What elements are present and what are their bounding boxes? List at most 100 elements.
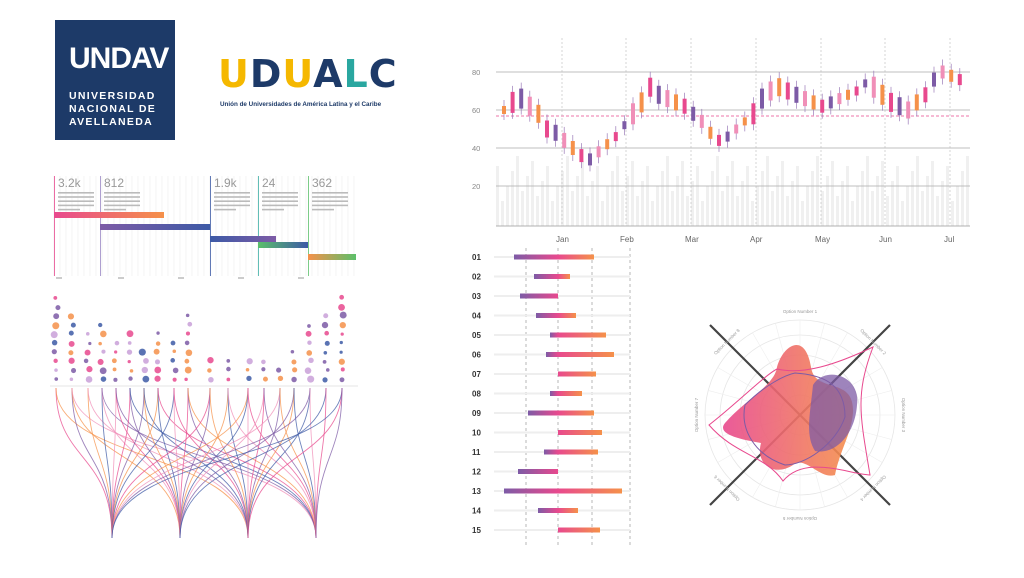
swarm-dot — [98, 341, 102, 346]
swarm-dot — [185, 349, 193, 357]
swarm-dot — [261, 359, 266, 365]
volume-bar — [731, 161, 734, 226]
candle-body — [794, 86, 799, 103]
range-bar-left — [504, 488, 558, 494]
swarm-dot — [307, 375, 315, 383]
candle-body — [785, 82, 790, 100]
swarm-dot — [207, 368, 212, 373]
swarm-dot — [113, 377, 118, 382]
undav-logo: UNDAV UNIVERSIDAD NACIONAL DE AVELLANEDA — [55, 20, 175, 140]
swarm-dot — [170, 340, 176, 346]
timeline-caption-line — [262, 208, 284, 211]
candle-body — [605, 139, 610, 150]
volume-bar — [581, 161, 584, 226]
flow-curve — [111, 387, 175, 539]
swarm-dot — [338, 358, 345, 365]
udualc-tagline: Unión de Universidades de América Latina… — [220, 101, 382, 108]
flow-curve — [71, 387, 113, 539]
swarm-dot — [86, 366, 93, 373]
range-bar-right — [558, 449, 598, 455]
flow-curve — [179, 387, 229, 539]
udualc-letter: U — [282, 52, 314, 96]
volume-bar — [761, 171, 764, 226]
volume-bar — [876, 176, 879, 226]
swarm-dot — [323, 313, 329, 319]
swarm-dot — [141, 366, 148, 374]
candle-body — [613, 132, 618, 142]
swarm-dot — [185, 313, 190, 318]
volume-bar — [536, 196, 539, 226]
range-track — [494, 295, 630, 297]
swarm-dot — [126, 330, 134, 338]
volume-bar — [806, 186, 809, 226]
timeline-caption-line — [104, 200, 140, 202]
volume-bar — [921, 191, 924, 226]
candle-body — [699, 114, 704, 128]
candle-body — [751, 103, 756, 125]
udualc-letter: L — [343, 52, 369, 96]
volume-bar — [771, 191, 774, 226]
timeline-caption-line — [104, 208, 126, 211]
swarm-dot — [69, 377, 74, 382]
swarm-dot — [324, 330, 330, 336]
volume-bar — [721, 191, 724, 226]
timeline-caption-line — [104, 192, 140, 194]
swarm-dot — [339, 340, 343, 345]
candle-body — [897, 97, 902, 116]
timeline-tick-label — [118, 277, 124, 279]
swarm-dot — [321, 321, 329, 329]
swarm-dot — [98, 322, 103, 328]
candle-body — [760, 88, 764, 109]
timeline-caption-line — [214, 204, 250, 207]
candle-body — [811, 95, 816, 110]
flow-curve — [55, 387, 113, 539]
swarm-dot — [339, 294, 345, 300]
swarm-dot — [292, 367, 298, 373]
candle-body — [536, 104, 541, 123]
volume-bar — [701, 201, 704, 226]
candlestick-chart: 80 60 40 20 Jan Feb Mar Apr May Jun Jul — [472, 38, 970, 244]
x-tick-label: Jan — [556, 235, 569, 244]
volume-bar — [856, 186, 859, 226]
swarm-dot — [245, 368, 250, 372]
volume-bar — [506, 186, 509, 226]
swarm-dot — [170, 358, 176, 363]
range-bar-left — [538, 508, 558, 513]
volume-bar — [631, 161, 634, 226]
swarm-dot — [339, 377, 345, 383]
swarm-dot — [85, 376, 93, 383]
swarm-dot — [277, 375, 284, 382]
flow-curve — [179, 387, 265, 539]
volume-bar — [526, 176, 529, 226]
candle-body — [596, 146, 601, 158]
timeline-bar — [210, 236, 276, 242]
range-bar-left — [514, 254, 558, 260]
radar-axis-label: Option Number 3 — [901, 398, 906, 433]
flow-curve — [111, 387, 343, 539]
flow-curve — [115, 387, 181, 539]
timeline-bar — [54, 212, 164, 218]
candle-body — [639, 92, 644, 113]
swarm-dot — [322, 359, 327, 364]
volume-bar — [501, 201, 504, 226]
swarm-dot — [99, 367, 107, 375]
volume-bar — [931, 161, 934, 226]
range-bar-right — [558, 527, 600, 533]
candle-body — [562, 132, 567, 148]
volume-bar — [781, 161, 784, 226]
flow-curve — [309, 387, 317, 539]
flow-curve — [111, 387, 117, 539]
swarm-dot — [127, 341, 132, 345]
volume-bar — [646, 166, 649, 226]
flow-curve — [227, 387, 249, 539]
candle-body — [502, 106, 506, 114]
undav-logo-mark: UNDAV — [69, 42, 169, 75]
range-bar-right — [558, 430, 602, 435]
swarm-dot — [156, 331, 160, 335]
volume-bar — [936, 196, 939, 226]
candle-body — [846, 89, 850, 100]
flow-curve — [173, 387, 181, 539]
timeline-bar — [258, 242, 308, 248]
volume-bar — [946, 166, 949, 226]
